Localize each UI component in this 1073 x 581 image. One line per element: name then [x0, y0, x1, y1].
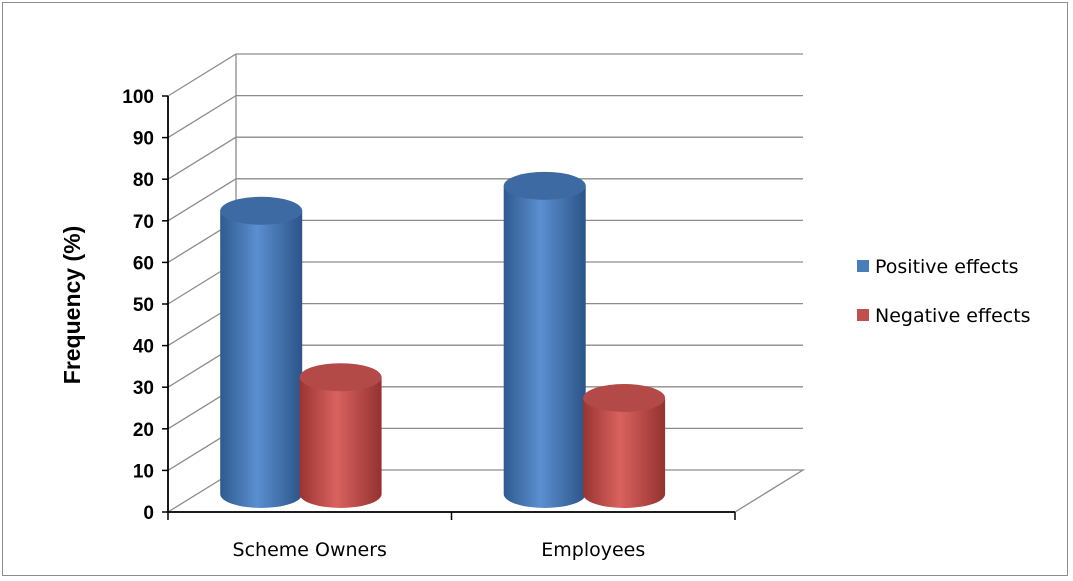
- y-tick-label: 70: [133, 212, 154, 233]
- x-tick-label: Employees: [541, 539, 645, 561]
- bar-top: [299, 363, 382, 392]
- bar: [503, 171, 586, 508]
- legend-label: Positive effects: [875, 256, 1019, 278]
- y-tick-label: 80: [133, 170, 154, 191]
- y-tick-label: 10: [133, 461, 154, 482]
- bars: [220, 171, 666, 509]
- bar: [583, 384, 666, 509]
- bar: [299, 363, 382, 509]
- y-axis-title: Frequency (%): [59, 226, 85, 384]
- bar-top: [503, 171, 586, 200]
- gridline: [167, 136, 803, 180]
- legend: Positive effects Negative effects: [857, 256, 1031, 327]
- legend-label: Negative effects: [875, 305, 1031, 327]
- axes: [162, 95, 736, 520]
- bar-body: [299, 377, 382, 509]
- bar-top: [583, 384, 666, 412]
- bar-body: [503, 185, 586, 508]
- legend-swatch: [857, 309, 869, 321]
- bar-body: [583, 398, 666, 509]
- bar-body: [220, 210, 303, 508]
- x-tick-label: Scheme Owners: [233, 539, 387, 561]
- gridline: [167, 53, 803, 97]
- labels: 0 10 20 30 40 50 60 70 80 90 100 Scheme Owners Emplo…: [122, 87, 645, 561]
- bar-top: [220, 196, 303, 225]
- y-tick-label: 90: [133, 129, 154, 150]
- y-tick-label: 40: [133, 337, 154, 358]
- y-tick-label: 0: [143, 503, 154, 524]
- y-tick-label: 30: [133, 378, 154, 399]
- y-tick-label: 20: [133, 420, 154, 441]
- y-tick-label: 50: [133, 295, 154, 316]
- y-tick-label: 100: [122, 87, 154, 108]
- y-tick-label: 60: [133, 253, 154, 274]
- bar: [220, 196, 303, 508]
- legend-swatch: [857, 260, 869, 272]
- gridline: [167, 94, 803, 139]
